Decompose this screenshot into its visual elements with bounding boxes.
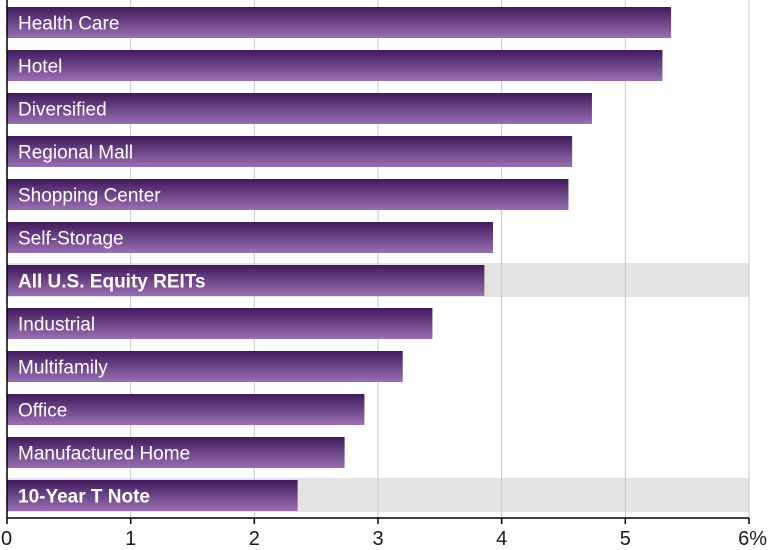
bar bbox=[7, 351, 403, 382]
bar bbox=[7, 394, 365, 425]
x-tick-label: 0 bbox=[1, 528, 12, 550]
bar bbox=[7, 7, 672, 38]
bar bbox=[7, 136, 573, 167]
bar bbox=[7, 265, 485, 296]
bar-label: Office bbox=[18, 401, 67, 422]
bar-label: Health Care bbox=[18, 14, 119, 35]
bars: Health Care Hotel Diversified Regional Mall… bbox=[7, 7, 672, 511]
bar bbox=[7, 50, 663, 81]
bar-label: Regional Mall bbox=[18, 143, 133, 164]
bar-label: All U.S. Equity REITs bbox=[18, 272, 206, 293]
bar-label: Multifamily bbox=[18, 358, 108, 379]
x-tick-label: 2 bbox=[249, 528, 260, 550]
bar-label: Industrial bbox=[18, 315, 95, 336]
bar bbox=[7, 179, 569, 210]
gridlines bbox=[130, 0, 750, 518]
bar bbox=[7, 308, 433, 339]
bar-label: Hotel bbox=[18, 57, 62, 78]
bar bbox=[7, 222, 494, 253]
x-tick-label: 3 bbox=[372, 528, 383, 550]
bar bbox=[7, 480, 298, 511]
x-tick-label: 5 bbox=[620, 528, 631, 550]
bar-label: 10-Year T Note bbox=[18, 487, 150, 508]
x-tick-label: 6% bbox=[738, 528, 767, 550]
bar-label: Shopping Center bbox=[18, 186, 161, 207]
x-tick-label: 1 bbox=[125, 528, 136, 550]
bar-label: Self-Storage bbox=[18, 229, 124, 250]
x-tick-label: 4 bbox=[496, 528, 507, 550]
bar bbox=[7, 93, 592, 124]
bar-label: Diversified bbox=[18, 100, 107, 121]
bar bbox=[7, 437, 345, 468]
bar-label: Manufactured Home bbox=[18, 444, 190, 465]
